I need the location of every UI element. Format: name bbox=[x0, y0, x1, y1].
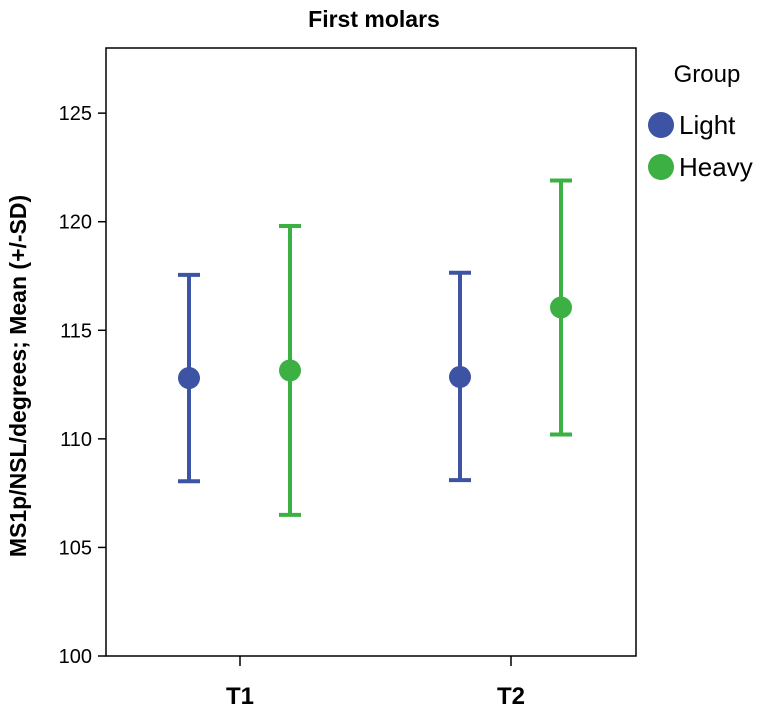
y-tick-label: 120 bbox=[59, 212, 92, 234]
legend-marker bbox=[648, 112, 674, 138]
mean-point bbox=[550, 296, 572, 319]
y-tick-label: 110 bbox=[60, 429, 92, 451]
plot-area-frame bbox=[105, 47, 637, 657]
chart-title: First molars bbox=[308, 6, 440, 32]
series-heavy bbox=[279, 178, 572, 517]
legend-marker bbox=[648, 154, 674, 180]
legend-items: Light Heavy bbox=[648, 110, 753, 182]
x-tick-label: T1 bbox=[226, 683, 254, 710]
x-tick-label: T2 bbox=[497, 683, 525, 710]
y-tick-label: 105 bbox=[59, 537, 92, 559]
legend-label: Light bbox=[679, 110, 736, 140]
y-tick-label: 115 bbox=[60, 320, 92, 342]
mean-point bbox=[279, 359, 301, 382]
data-marks bbox=[178, 178, 572, 517]
series-light bbox=[178, 270, 471, 484]
mean-point bbox=[449, 365, 471, 388]
y-axis: 100 105 110 115 120 125 bbox=[59, 103, 106, 668]
legend: Group Light Heavy bbox=[648, 61, 753, 182]
mean-point bbox=[178, 367, 200, 390]
x-axis: T1 T2 bbox=[226, 656, 525, 710]
y-tick-label: 100 bbox=[59, 646, 92, 668]
y-tick-label: 125 bbox=[59, 103, 92, 125]
legend-label: Heavy bbox=[679, 152, 753, 182]
legend-title: Group bbox=[674, 61, 741, 88]
y-axis-label: MS1p/NSL/degrees; Mean (+/-SD) bbox=[5, 195, 31, 557]
